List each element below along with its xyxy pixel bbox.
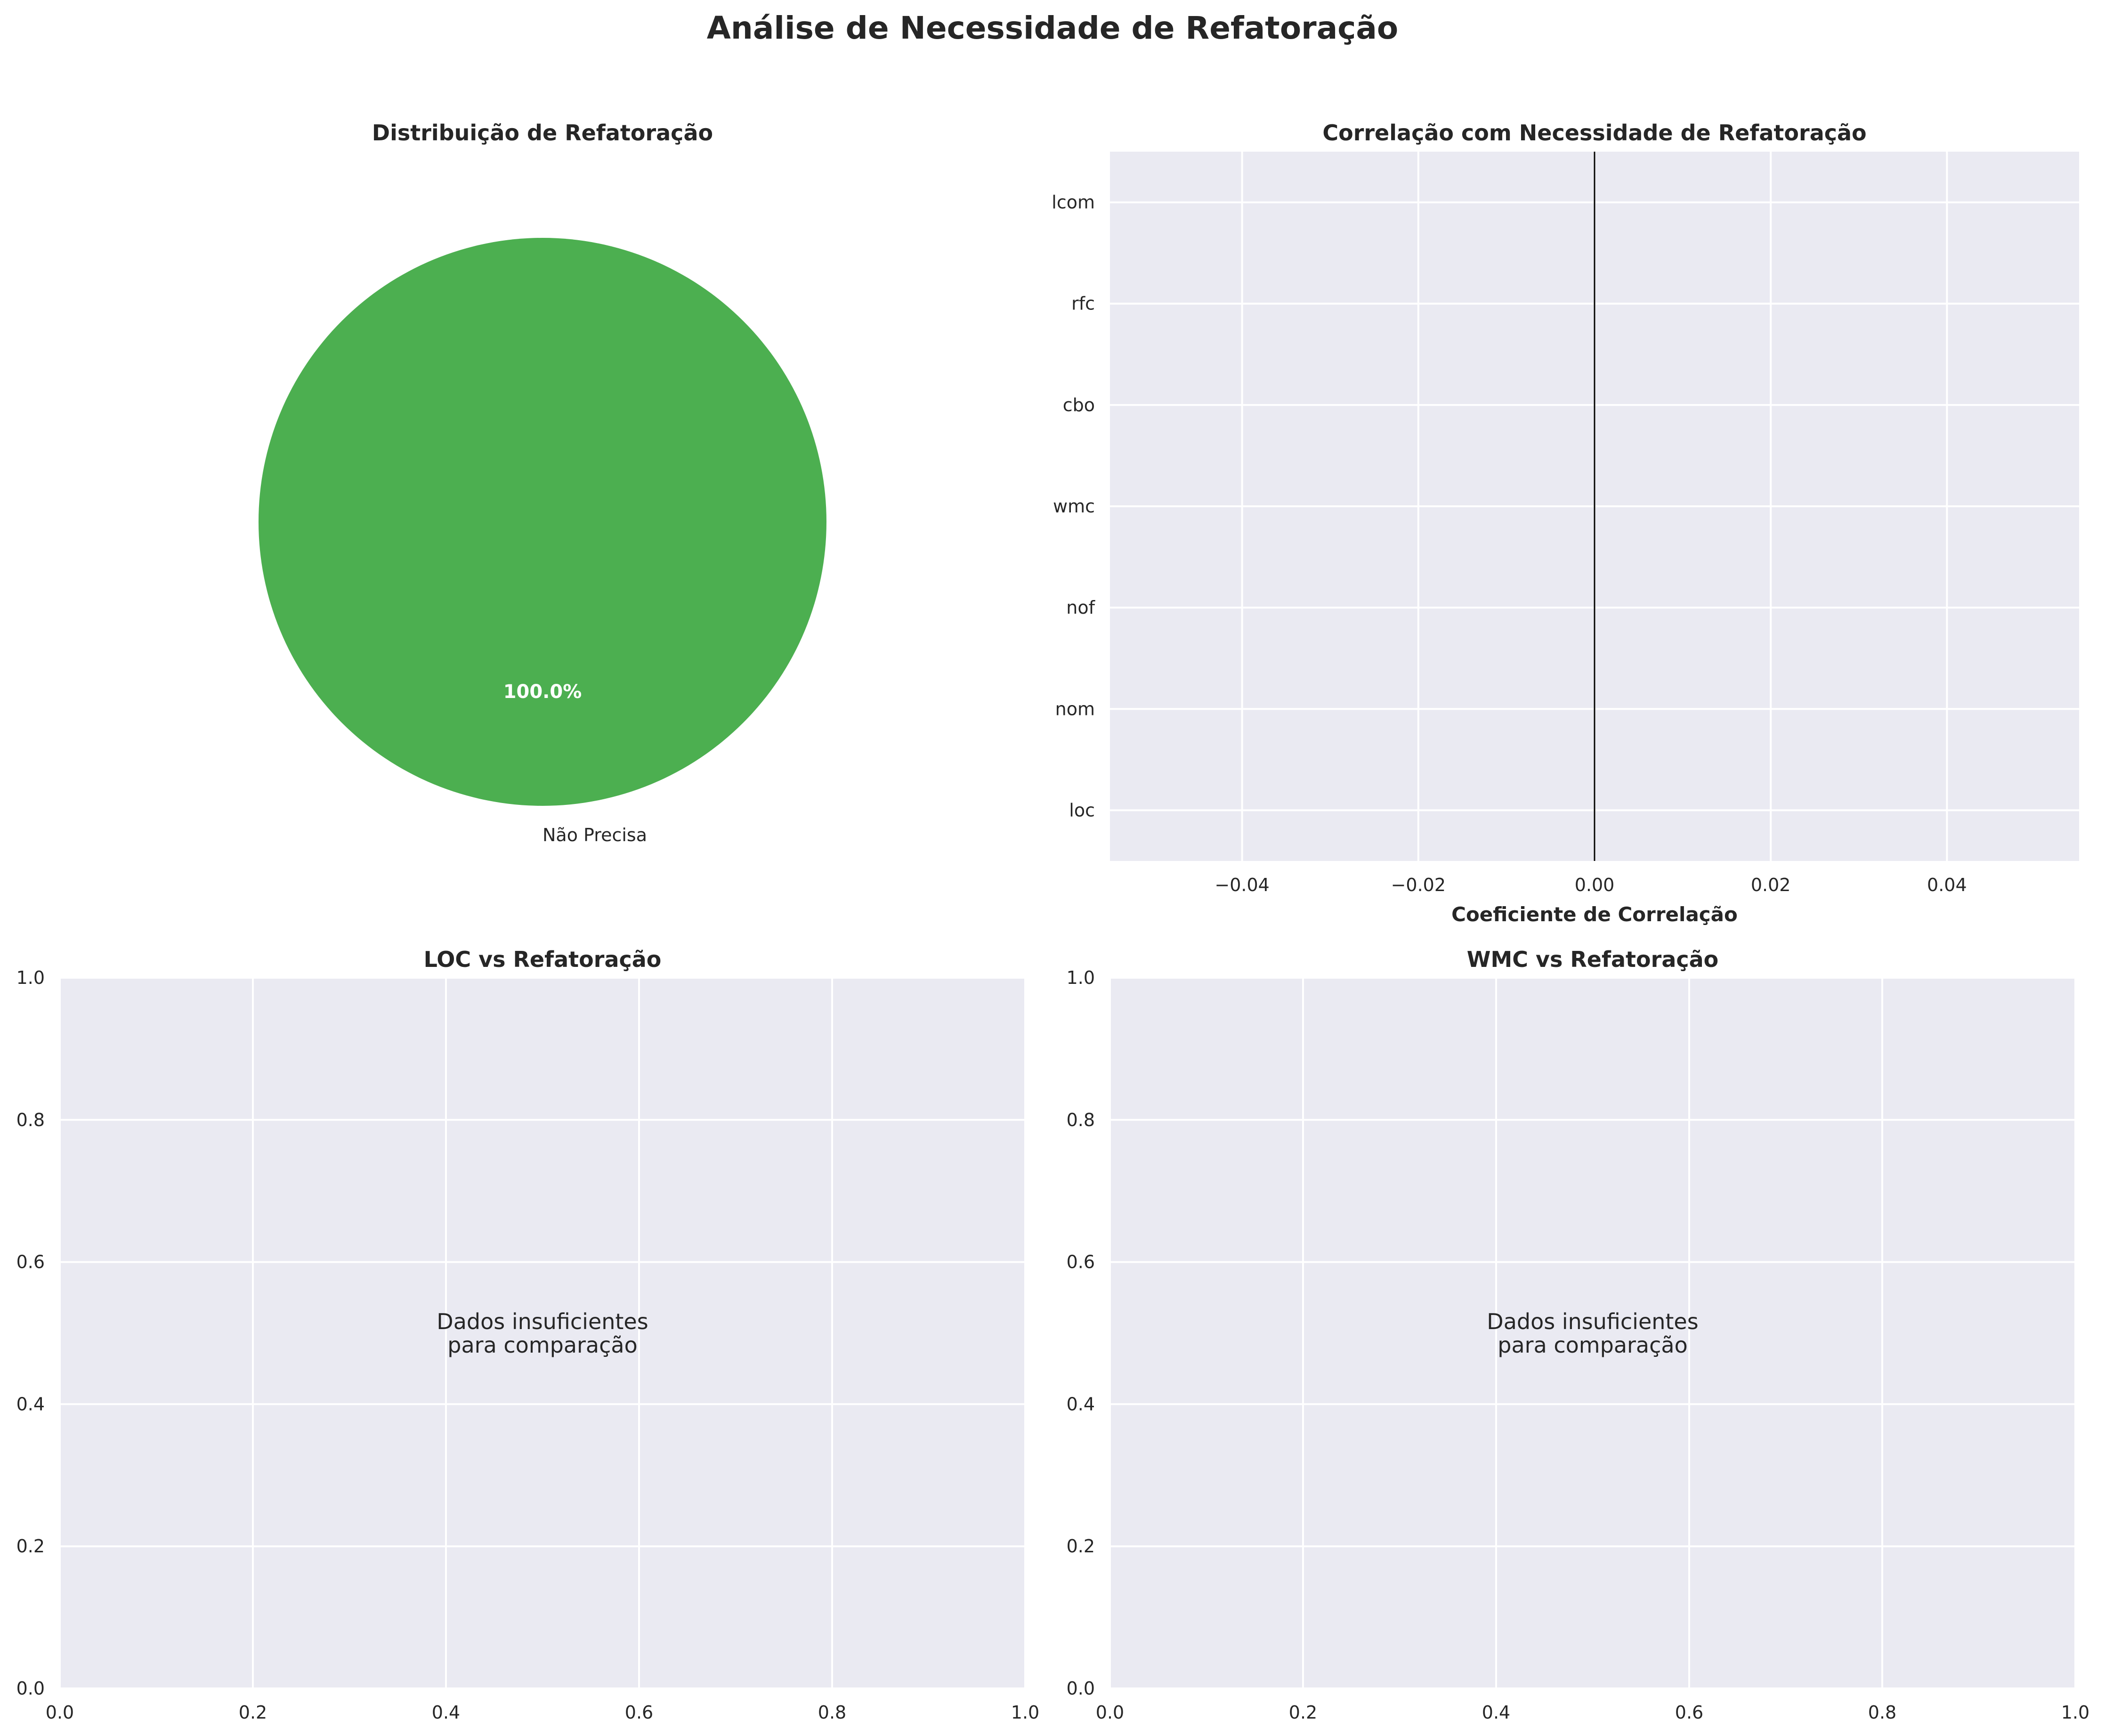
correlation-title: Correlação com Necessidade de Refatoraçã… xyxy=(1322,120,1866,146)
pie-slice-nao-precisa xyxy=(259,238,826,806)
correlation-panel: Correlação com Necessidade de Refatoraçã… xyxy=(1052,120,2079,926)
pie-title: Distribuição de Refatoração xyxy=(372,120,713,146)
loc-x-tick-3: 0.6 xyxy=(625,1702,653,1723)
correlation-category-lcom: lcom xyxy=(1052,192,1095,213)
loc-y-tick-2: 0.4 xyxy=(16,1394,45,1414)
correlation-x-tick-4: 0.04 xyxy=(1927,875,1967,895)
wmc-y-tick-3: 0.6 xyxy=(1067,1252,1095,1273)
correlation-x-tick-1: −0.02 xyxy=(1391,875,1446,895)
correlation-category-loc: loc xyxy=(1069,800,1095,820)
wmc-y-tick-5: 1.0 xyxy=(1067,967,1095,988)
wmc-x-tick-labels: 0.0 0.2 0.4 0.6 0.8 1.0 xyxy=(1096,1702,2089,1723)
loc-x-tick-4: 0.8 xyxy=(818,1702,846,1723)
correlation-x-tick-0: −0.04 xyxy=(1214,875,1269,895)
wmc-x-tick-4: 0.8 xyxy=(1868,1702,1896,1723)
loc-y-tick-5: 1.0 xyxy=(16,967,45,988)
wmc-title: WMC vs Refatoração xyxy=(1467,947,1719,972)
pie-slice-percent-label: 100.0% xyxy=(503,681,582,703)
pie-panel: Distribuição de Refatoração 100.0% Não P… xyxy=(259,120,826,845)
loc-annotation-line-2: para comparação xyxy=(447,1332,637,1358)
loc-y-tick-1: 0.2 xyxy=(16,1536,45,1557)
loc-title: LOC vs Refatoração xyxy=(424,947,662,972)
wmc-annotation-line-1: Dados insuficientes xyxy=(1487,1309,1698,1334)
loc-grid xyxy=(59,977,1026,1689)
loc-x-tick-2: 0.4 xyxy=(432,1702,460,1723)
correlation-x-tick-3: 0.02 xyxy=(1751,875,1791,895)
loc-x-tick-1: 0.2 xyxy=(239,1702,267,1723)
wmc-x-tick-1: 0.2 xyxy=(1289,1702,1317,1723)
wmc-x-tick-3: 0.6 xyxy=(1675,1702,1703,1723)
wmc-grid xyxy=(1109,977,2076,1689)
loc-y-tick-0: 0.0 xyxy=(16,1678,45,1699)
loc-panel: LOC vs Refatoração 0.0 0.2 0.4 0.6 0.8 1.0 0.… xyxy=(16,947,1040,1723)
loc-plot-area xyxy=(60,978,1025,1688)
correlation-x-tick-labels: −0.04 −0.02 0.00 0.02 0.04 xyxy=(1214,875,1967,895)
figure-title: Análise de Necessidade de Refatoração xyxy=(707,10,1399,46)
wmc-y-tick-2: 0.4 xyxy=(1067,1394,1095,1414)
loc-x-tick-5: 1.0 xyxy=(1011,1702,1039,1723)
loc-y-tick-4: 0.8 xyxy=(16,1110,45,1130)
correlation-category-labels: loc nom nof wmc cbo rfc lcom xyxy=(1052,192,1095,821)
loc-y-tick-3: 0.6 xyxy=(16,1252,45,1273)
correlation-x-tick-2: 0.00 xyxy=(1575,875,1615,895)
correlation-category-nof: nof xyxy=(1066,597,1095,618)
correlation-category-cbo: cbo xyxy=(1063,395,1095,415)
correlation-category-wmc: wmc xyxy=(1053,496,1095,517)
wmc-x-tick-2: 0.4 xyxy=(1482,1702,1510,1723)
wmc-y-tick-0: 0.0 xyxy=(1067,1678,1095,1699)
correlation-category-nom: nom xyxy=(1055,698,1095,719)
correlation-category-rfc: rfc xyxy=(1071,293,1095,314)
wmc-x-tick-0: 0.0 xyxy=(1096,1702,1124,1723)
loc-y-tick-labels: 0.0 0.2 0.4 0.6 0.8 1.0 xyxy=(16,967,45,1699)
wmc-plot-area xyxy=(1110,978,2075,1688)
loc-x-tick-0: 0.0 xyxy=(46,1702,74,1723)
wmc-y-tick-4: 0.8 xyxy=(1067,1110,1095,1130)
loc-annotation-line-1: Dados insuficientes xyxy=(437,1309,648,1334)
wmc-y-tick-labels: 0.0 0.2 0.4 0.6 0.8 1.0 xyxy=(1067,967,1095,1699)
wmc-annotation-line-2: para comparação xyxy=(1498,1332,1687,1358)
wmc-panel: WMC vs Refatoração 0.0 0.2 0.4 0.6 0.8 1.0 0.… xyxy=(1067,947,2090,1723)
wmc-y-tick-1: 0.2 xyxy=(1067,1536,1095,1557)
loc-x-tick-labels: 0.0 0.2 0.4 0.6 0.8 1.0 xyxy=(46,1702,1039,1723)
pie-slice-label: Não Precisa xyxy=(542,825,647,845)
correlation-x-axis-label: Coeficiente de Correlação xyxy=(1451,903,1738,926)
wmc-x-tick-5: 1.0 xyxy=(2061,1702,2089,1723)
